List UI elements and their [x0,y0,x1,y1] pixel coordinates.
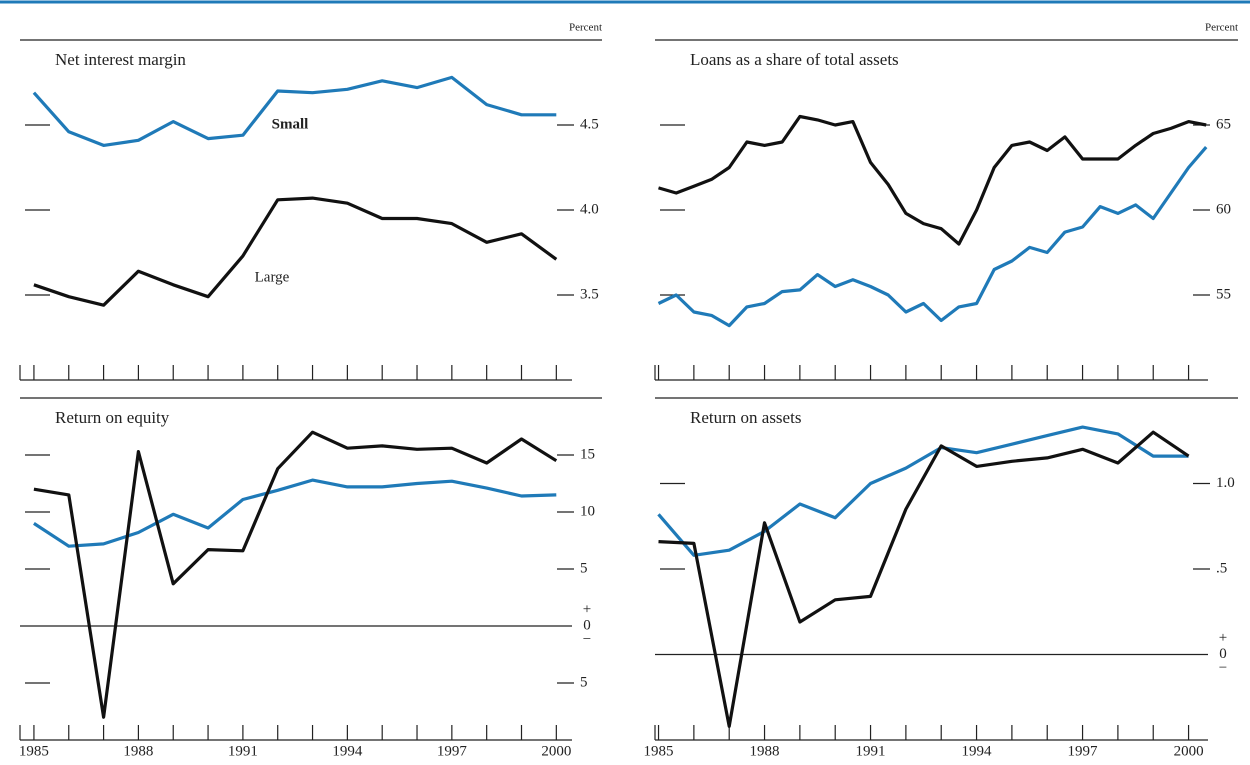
x-tick-label: 1991 [856,743,886,759]
series-line [657,146,1208,328]
zero-sign: − [1219,660,1227,676]
x-tick-label: 1994 [332,743,363,759]
panel-title: Return on equity [55,408,170,427]
series-line [33,430,558,719]
x-tick-label: 1985 [644,743,674,759]
y-tick-label: 4.5 [580,116,599,132]
series-label: Large [255,269,290,285]
x-tick-label: 2000 [541,743,571,759]
y-tick-label: .5 [1216,560,1227,576]
zero-sign: + [583,601,591,617]
x-tick-label: 1997 [1068,743,1099,759]
unit-label: Percent [1205,22,1238,34]
y-tick-label: 0 [583,617,591,633]
panel-title: Net interest margin [55,50,186,69]
series-line [33,478,557,548]
x-tick-label: 2000 [1174,743,1204,759]
y-tick-label: 10 [580,503,595,519]
y-tick-label: 65 [1216,116,1231,132]
y-tick-label: 0 [1219,646,1227,662]
series-label: Small [272,116,309,132]
x-tick-label: 1991 [228,743,258,759]
x-tick-label: 1997 [437,743,468,759]
y-tick-label: 4.0 [580,201,599,217]
x-tick-label: 1988 [750,743,780,759]
series-line [657,425,1189,557]
y-tick-label: 5 [580,560,588,576]
y-tick-label: 60 [1216,201,1231,217]
series-line [658,114,1207,246]
panel-title: Loans as a share of total assets [690,50,899,69]
series-line [658,430,1190,728]
panel-title: Return on assets [690,408,801,427]
unit-label: Percent [569,22,602,34]
x-tick-label: 1994 [962,743,993,759]
series-line [32,75,557,147]
y-tick-label: 3.5 [580,286,599,302]
series-line [33,196,558,307]
x-tick-label: 1988 [123,743,153,759]
y-tick-label: 1.0 [1216,475,1235,491]
zero-sign: + [1219,630,1227,646]
x-tick-label: 1985 [19,743,49,759]
zero-sign: − [583,631,591,647]
y-tick-label: 55 [1216,286,1231,302]
y-tick-label: 15 [580,446,595,462]
y-tick-label: 5 [580,674,588,690]
